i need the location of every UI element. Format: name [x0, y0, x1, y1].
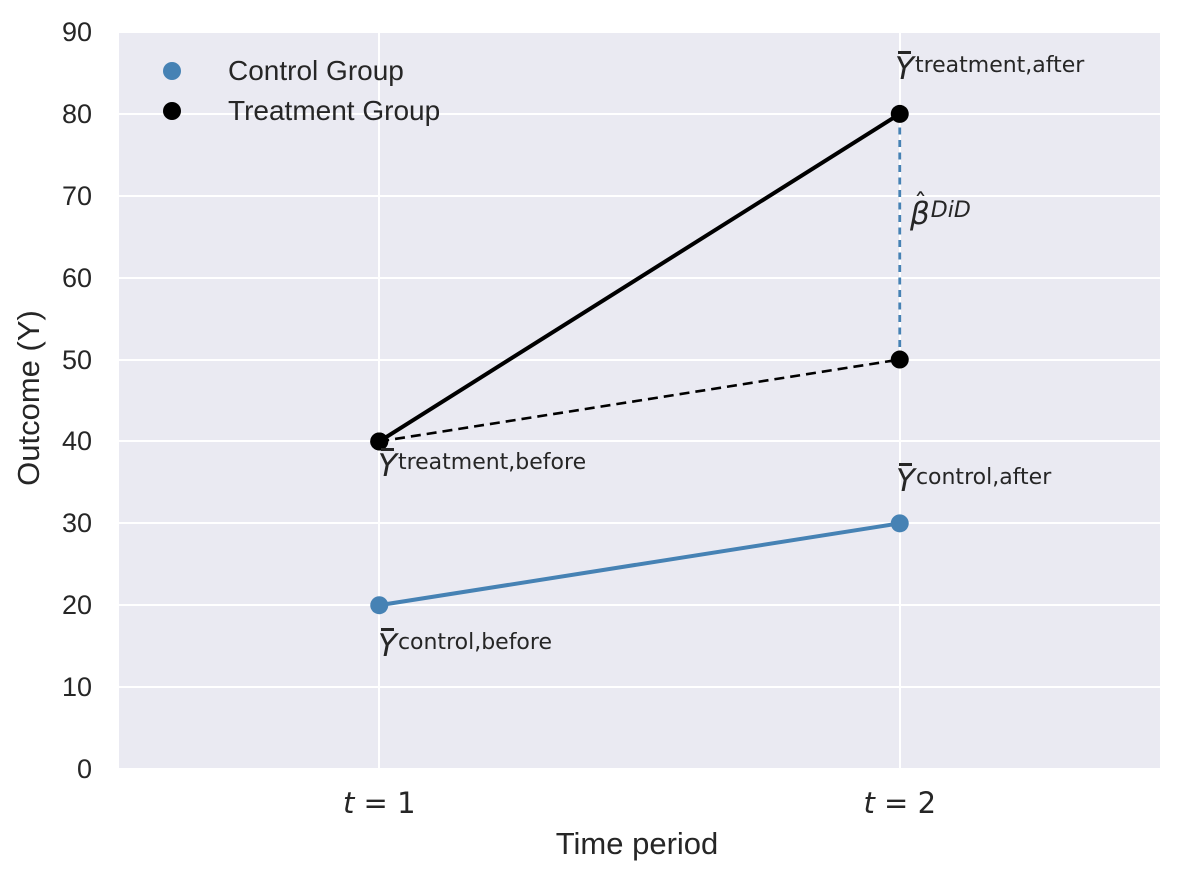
legend-label-control: Control Group: [228, 55, 404, 86]
chart-canvas: [370, 104, 909, 615]
data-point-series0-t2: [890, 514, 909, 533]
series-line-counterfactual-dashed: [379, 358, 900, 443]
x-tick-t1-var: t: [342, 786, 355, 820]
data-point-series2-t1: [370, 432, 389, 451]
gridline-y-90: [119, 31, 1160, 33]
annotation-superscript: control,before: [397, 630, 552, 655]
data-point-series2-t2: [890, 350, 909, 369]
annotation-superscript: treatment,after: [914, 53, 1085, 78]
data-point-series0-t1: [370, 596, 389, 615]
series-line-treatment-group: [378, 112, 901, 444]
control-group-marker-icon: [163, 62, 181, 80]
annotation-superscript: control,after: [915, 465, 1052, 490]
y-tick-10: 10: [61, 672, 92, 703]
beta-hat-symbol: β: [910, 191, 930, 230]
y-tick-90: 90: [61, 17, 92, 47]
legend-item-treatment: Treatment Group: [163, 91, 440, 131]
y-tick-0: 0: [76, 754, 92, 784]
series-line-control-group: [378, 521, 901, 608]
data-point-series1-t2: [890, 104, 909, 123]
x-tick-t2-var: t: [863, 786, 875, 820]
gridline-y-80: [119, 112, 1160, 115]
y-tick-60: 60: [61, 262, 92, 293]
x-tick-t1: t = 1: [343, 785, 416, 821]
ybar-symbol: Y: [895, 51, 914, 87]
x-axis-label: Time period: [555, 826, 719, 861]
x-tick-t2-value: = 2: [874, 786, 937, 820]
y-tick-20: 20: [61, 590, 92, 621]
y-tick-50: 50: [61, 344, 92, 375]
gridline-y-30: [119, 522, 1160, 525]
legend-label-treatment: Treatment Group: [228, 95, 441, 126]
annotation-treatment-after: Ytreatment,after: [895, 51, 1085, 89]
gridline-x-1: [378, 32, 381, 769]
y-tick-80: 80: [61, 98, 92, 129]
ybar-symbol: Y: [896, 463, 915, 499]
legend-item-control: Control Group: [163, 51, 440, 91]
y-tick-70: 70: [61, 180, 92, 211]
legend: Control Group Treatment Group: [163, 51, 440, 131]
x-tick-t2: t = 2: [863, 785, 936, 821]
gridline-y-70: [119, 194, 1160, 197]
gridline-y-20: [119, 604, 1160, 607]
gridline-y-10: [119, 686, 1160, 689]
y-tick-30: 30: [61, 508, 92, 539]
ybar-symbol: Y: [378, 448, 397, 484]
gridline-x-2: [898, 32, 901, 769]
gridline-y-50: [119, 358, 1160, 361]
annotation-did-effect: βDiD: [910, 191, 971, 234]
annotation-control-before: Ycontrol,before: [378, 628, 552, 666]
treatment-group-marker-icon: [163, 102, 181, 120]
plot-area: [119, 31, 1160, 770]
gridline-y-0: [119, 768, 1160, 770]
annotation-control-after: Ycontrol,after: [896, 463, 1052, 501]
annotation-treatment-before: Ytreatment,before: [378, 448, 587, 486]
gridline-y-40: [119, 440, 1160, 443]
ybar-symbol: Y: [378, 628, 397, 664]
x-tick-t1-value: = 1: [354, 786, 416, 820]
y-tick-40: 40: [61, 426, 92, 457]
annotation-superscript: treatment,before: [397, 450, 587, 475]
y-axis-label: Outcome (Y): [11, 310, 46, 486]
annotation-superscript: DiD: [930, 198, 971, 223]
